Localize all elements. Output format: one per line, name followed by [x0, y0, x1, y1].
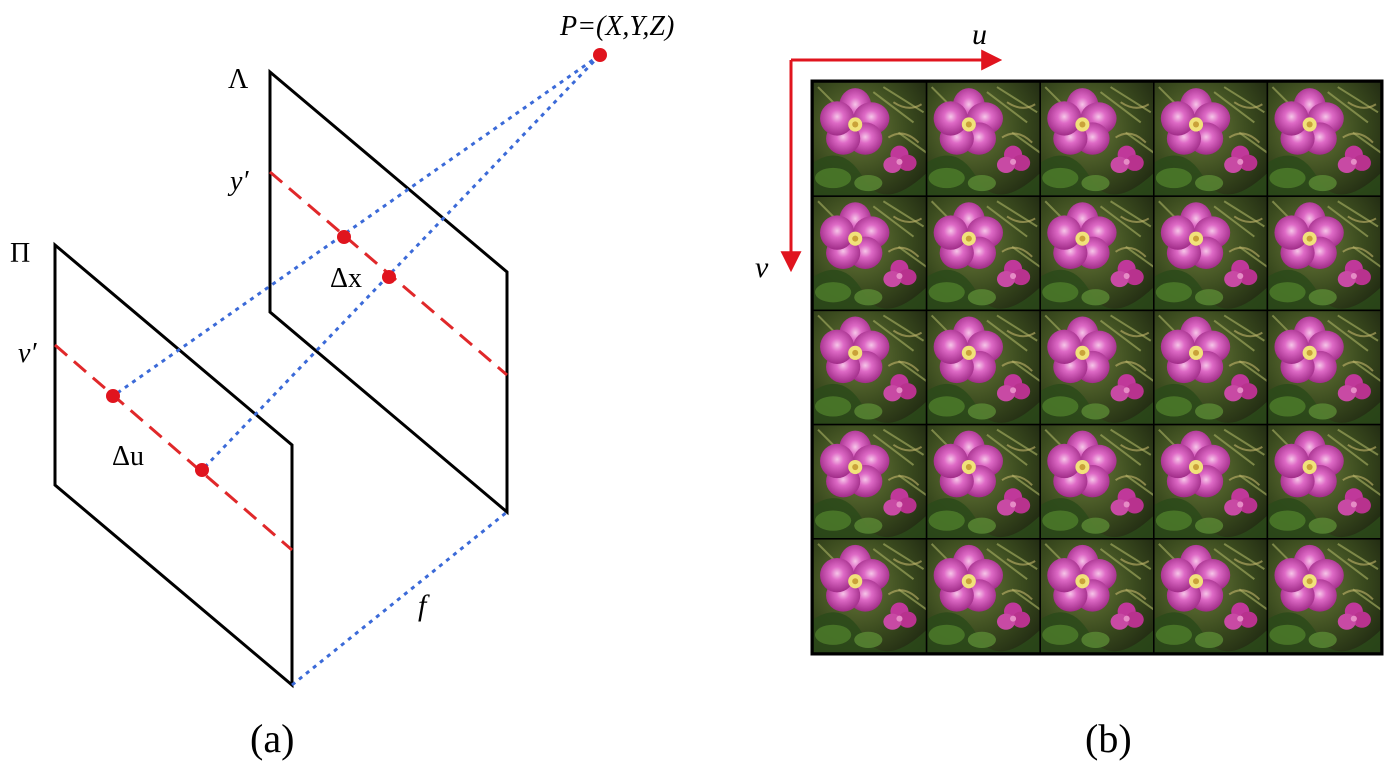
sub-aperture-image — [925, 195, 1042, 312]
delta-x-label: Δx — [330, 263, 362, 294]
sub-aperture-image — [1152, 423, 1269, 540]
sub-aperture-image — [1152, 537, 1269, 655]
point-lambda-2 — [382, 270, 396, 284]
sub-aperture-image — [1266, 423, 1383, 540]
sub-aperture-image — [925, 309, 1042, 426]
sub-aperture-image — [1039, 309, 1155, 426]
panel-a: Λ Π P=(X,Y,Z) y′ v′ Δx Δu f (a) — [10, 11, 674, 761]
grid-border — [810, 79, 1384, 656]
sub-aperture-image — [925, 537, 1042, 655]
sub-aperture-image — [1152, 195, 1269, 312]
sub-aperture-image — [1266, 537, 1383, 655]
point-p-label: P=(X,Y,Z) — [559, 11, 674, 42]
plane-lambda-label: Λ — [228, 64, 249, 95]
sub-aperture-image-grid — [811, 80, 1383, 655]
panel-b: u v (b) — [755, 18, 1384, 761]
sub-aperture-image — [925, 423, 1042, 540]
point-pi-2 — [195, 463, 209, 477]
point-lambda-1 — [337, 230, 351, 244]
point-pi-1 — [106, 389, 120, 403]
sub-aperture-image — [1039, 80, 1155, 198]
sub-aperture-image — [1039, 423, 1155, 540]
v-axis-label: v — [755, 251, 769, 284]
sub-aperture-image — [1266, 195, 1383, 312]
ray-2 — [200, 53, 602, 472]
sub-aperture-image — [1039, 537, 1155, 655]
ray-1 — [112, 53, 601, 398]
epipolar-line-v — [54, 343, 293, 552]
sub-aperture-image — [1039, 195, 1155, 312]
panel-a-caption: (a) — [250, 716, 294, 761]
sub-aperture-image — [1152, 309, 1269, 426]
sub-aperture-image — [811, 195, 928, 312]
sub-aperture-image — [1152, 80, 1269, 198]
v-prime-label: v′ — [18, 338, 37, 369]
plane-pi-label: Π — [10, 238, 30, 269]
sub-aperture-image — [811, 537, 928, 655]
point-p — [593, 48, 607, 62]
focal-length-line — [291, 510, 508, 687]
delta-u-label: Δu — [112, 441, 144, 472]
panel-b-caption: (b) — [1085, 716, 1132, 761]
sub-aperture-image — [811, 80, 928, 198]
sub-aperture-image — [1266, 309, 1383, 426]
y-prime-label: y′ — [227, 166, 249, 197]
focal-length-label: f — [418, 589, 430, 622]
sub-aperture-image — [811, 423, 928, 540]
plane-pi — [53, 241, 294, 689]
sub-aperture-image — [811, 309, 928, 426]
u-axis-label: u — [972, 18, 987, 51]
plane-lambda — [268, 68, 509, 516]
sub-aperture-image — [925, 80, 1042, 198]
sub-aperture-image — [1266, 80, 1383, 198]
